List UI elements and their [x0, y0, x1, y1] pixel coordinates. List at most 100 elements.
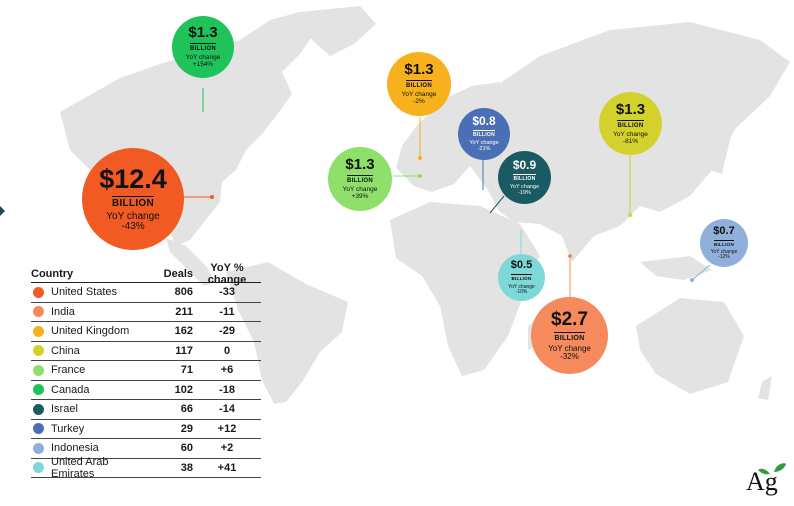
- bubble-change: -81%: [622, 137, 639, 145]
- color-dot-icon: [33, 325, 44, 337]
- color-dot-icon: [33, 462, 44, 474]
- bubble-india: $2.7 BILLION YoY change -32%: [531, 297, 608, 374]
- country-name: United Arab Emirates: [51, 455, 109, 480]
- bubble-unit: BILLION: [554, 331, 585, 342]
- bubble-france: $1.3 BILLION YoY change +39%: [328, 147, 392, 211]
- yoy-cell: -18: [219, 383, 235, 396]
- country-cell: India: [31, 306, 149, 318]
- bubble-unit: BILLION: [513, 173, 536, 182]
- color-dot-icon: [33, 306, 44, 318]
- point-uk: [418, 156, 422, 160]
- bubble-unit: BILLION: [617, 119, 644, 129]
- bubble-change: -21%: [477, 146, 491, 152]
- table-header: Country Deals YoY % change: [31, 262, 261, 286]
- bubble-united-arab-emirates: $0.5 BILLION YoY change -10%: [498, 254, 545, 301]
- country-cell: Canada: [31, 384, 149, 396]
- ag-logo: Ag: [746, 463, 786, 496]
- bubble-amount: $1.3: [188, 24, 218, 42]
- bubble-change: -10%: [515, 288, 528, 295]
- yoy-cell: +12: [217, 422, 237, 435]
- bubble-label: YoY change: [710, 249, 738, 255]
- deals-cell: 66: [180, 403, 193, 416]
- country-name: Indonesia: [51, 442, 99, 455]
- point-india: [568, 254, 572, 258]
- bubble-israel: $0.9 BILLION YoY change -19%: [498, 151, 551, 204]
- bubble-change: -2%: [413, 98, 425, 105]
- table-row: Israel 66 -14: [31, 400, 261, 420]
- country-name: United Kingdom: [51, 325, 130, 338]
- yoy-cell: +2: [220, 442, 234, 455]
- table-row: India 211 -11: [31, 303, 261, 322]
- bubble-label: YoY change: [342, 186, 378, 194]
- yoy-cell: -14: [219, 403, 235, 416]
- point-usa: [210, 195, 214, 199]
- deals-cell: 211: [175, 305, 193, 318]
- table-row: United Kingdom 162 -29: [31, 322, 261, 342]
- color-dot-icon: [33, 403, 44, 415]
- table-row: Canada 102 -18: [31, 381, 261, 400]
- country-cell: France: [31, 364, 149, 376]
- header-yoy: YoY % change: [207, 262, 247, 286]
- country-name: China: [51, 344, 80, 357]
- country-cell: Turkey: [31, 423, 149, 435]
- country-cell: China: [31, 345, 149, 357]
- country-name: France: [51, 364, 86, 377]
- bubble-canada: $1.3 BILLION YoY change +154%: [172, 16, 234, 78]
- bubble-change: +39%: [351, 193, 369, 200]
- yoy-cell: -33: [219, 286, 235, 299]
- bubble-change: -19%: [518, 189, 531, 196]
- point-france: [418, 174, 422, 178]
- bubble-unit: BILLION: [472, 130, 496, 139]
- point-indonesia: [690, 278, 694, 282]
- bubble-label: YoY change: [509, 183, 540, 190]
- bubble-amount: $2.7: [551, 308, 588, 330]
- bubble-amount: $0.8: [472, 114, 496, 129]
- yoy-cell: +6: [220, 364, 234, 377]
- country-name: Israel: [51, 403, 78, 416]
- bubble-amount: $0.5: [510, 259, 533, 271]
- bubble-united-kingdom: $1.3 BILLION YoY change -2%: [387, 52, 451, 116]
- bubble-unit: BILLION: [189, 43, 217, 52]
- country-cell: Indonesia: [31, 442, 149, 454]
- color-dot-icon: [33, 286, 44, 298]
- country-name: India: [51, 305, 75, 318]
- bubble-label: YoY change: [401, 91, 437, 99]
- deals-cell: 71: [180, 364, 193, 377]
- bubble-united-states: $12.4 BILLION YoY change -43%: [82, 148, 184, 250]
- bubble-unit: BILLION: [346, 175, 374, 184]
- bubble-label: YoY change: [508, 283, 535, 290]
- deals-cell: 60: [180, 442, 193, 455]
- bubble-turkey: $0.8 BILLION YoY change -21%: [458, 108, 510, 160]
- side-arrow-icon: [0, 206, 5, 216]
- color-dot-icon: [33, 423, 44, 435]
- deals-table: Country Deals YoY % change United States…: [31, 262, 261, 480]
- bubble-label: YoY change: [185, 54, 221, 62]
- yoy-cell: 0: [223, 344, 231, 357]
- country-cell: United Arab Emirates: [31, 456, 149, 480]
- bubble-amount: $1.3: [345, 156, 375, 174]
- bubble-amount: $0.9: [512, 157, 537, 172]
- deals-cell: 806: [174, 286, 193, 299]
- bubble-amount: $1.3: [615, 100, 646, 118]
- deals-cell: 117: [175, 344, 193, 357]
- table-row: China 117 0: [31, 342, 261, 361]
- header-deals: Deals: [163, 268, 193, 280]
- bubble-label: YoY change: [469, 140, 499, 147]
- bubble-china: $1.3 BILLION YoY change -81%: [599, 92, 662, 155]
- bubble-label: YoY change: [548, 343, 591, 353]
- bubble-change: +154%: [192, 61, 214, 68]
- bubble-change: -43%: [121, 221, 145, 232]
- deals-cell: 29: [180, 422, 193, 435]
- yoy-cell: +41: [217, 461, 237, 474]
- bubble-amount: $0.7: [713, 224, 735, 237]
- bubble-indonesia: $0.7 BILLION YoY change -12%: [700, 219, 748, 267]
- leader-line-israel: [489, 195, 505, 214]
- bubble-unit: BILLION: [111, 195, 155, 209]
- point-china: [628, 213, 632, 217]
- table-row: United Arab Emirates 38 +41: [31, 456, 261, 480]
- bubble-change: -32%: [560, 352, 579, 361]
- country-name: United States: [51, 286, 118, 299]
- leader-line-indonesia: [691, 264, 711, 281]
- table-row: Turkey 29 +12: [31, 420, 261, 439]
- deals-cell: 102: [174, 383, 193, 396]
